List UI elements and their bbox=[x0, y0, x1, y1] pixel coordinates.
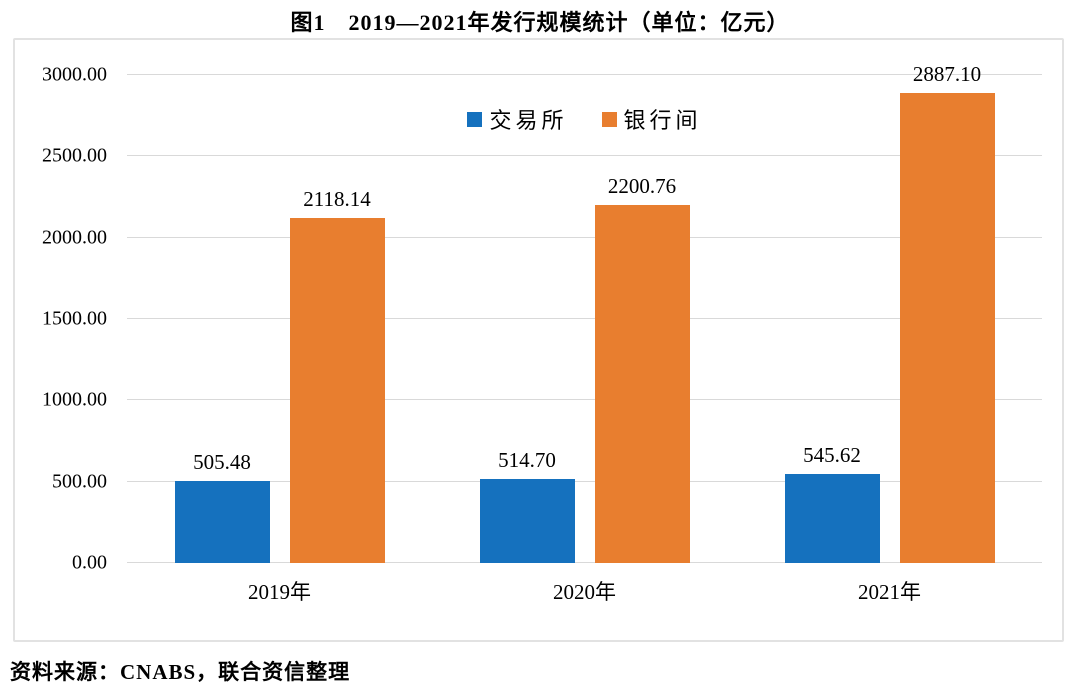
chart-title: 图1 2019—2021年发行规模统计（单位：亿元） bbox=[290, 10, 790, 35]
gridline bbox=[127, 155, 1042, 157]
gridline bbox=[127, 236, 1042, 238]
bar-column: 2887.10 bbox=[899, 62, 995, 563]
y-tick-label: 0.00 bbox=[72, 551, 107, 574]
bar-group-2021年: 545.62 2887.10 bbox=[737, 62, 1042, 563]
y-tick-label: 2000.00 bbox=[42, 226, 107, 249]
legend-swatch-interbank-icon bbox=[601, 111, 617, 127]
bar-银行间-2019年 bbox=[289, 218, 385, 563]
bar-column: 514.70 bbox=[479, 75, 575, 563]
legend-item-interbank: 银行间 bbox=[601, 103, 702, 135]
legend-item-exchange: 交易所 bbox=[467, 103, 567, 135]
bar-value-label: 505.48 bbox=[193, 449, 251, 474]
y-tick-label: 1500.00 bbox=[42, 307, 107, 330]
y-tick-label: 1000.00 bbox=[42, 388, 107, 411]
chart-legend: 交易所 银行间 bbox=[127, 103, 1042, 135]
bar-交易所-2019年 bbox=[174, 480, 270, 563]
bar-column: 545.62 bbox=[784, 75, 880, 563]
gridline bbox=[127, 318, 1042, 319]
bar-银行间-2020年 bbox=[594, 205, 690, 563]
bar-交易所-2020年 bbox=[479, 479, 575, 563]
bar-value-label: 2200.76 bbox=[607, 174, 677, 199]
x-axis: 2019年 2020年 2021年 bbox=[127, 576, 1042, 606]
bar-group-2019年: 505.48 2118.14 bbox=[127, 75, 432, 563]
plot-area: 505.48 2118.14 514.70 2200.76 545.62 2887.10 bbox=[127, 62, 1042, 563]
bar-交易所-2021年 bbox=[784, 474, 880, 563]
bar-column: 505.48 bbox=[174, 75, 270, 563]
legend-label-exchange: 交易所 bbox=[489, 108, 568, 133]
bar-value-label: 545.62 bbox=[803, 443, 861, 468]
source-note: 资料来源：CNABS，联合资信整理 bbox=[10, 660, 351, 684]
y-axis: 0.00 500.00 1000.00 1500.00 2000.00 2500.00 30… bbox=[15, 64, 107, 574]
legend-label-interbank: 银行间 bbox=[623, 108, 702, 133]
bar-银行间-2021年 bbox=[899, 93, 995, 563]
bar-value-label: 2118.14 bbox=[303, 187, 371, 212]
x-tick-label: 2019年 bbox=[248, 580, 311, 604]
bar-value-label: 2887.10 bbox=[912, 62, 982, 87]
x-tick-label: 2021年 bbox=[858, 580, 921, 604]
gridline bbox=[127, 399, 1042, 401]
y-tick-label: 3000.00 bbox=[42, 63, 107, 86]
y-tick-label: 2500.00 bbox=[42, 144, 107, 167]
gridline bbox=[127, 562, 1042, 563]
gridline bbox=[127, 74, 1042, 75]
bar-value-label: 514.70 bbox=[498, 448, 556, 473]
bar-column: 2200.76 bbox=[594, 75, 690, 563]
x-tick-label: 2020年 bbox=[553, 580, 616, 604]
y-tick-label: 500.00 bbox=[52, 470, 107, 493]
legend-swatch-exchange-icon bbox=[467, 111, 483, 127]
bar-column: 2118.14 bbox=[289, 75, 385, 563]
bar-group-2020年: 514.70 2200.76 bbox=[432, 75, 737, 563]
gridline bbox=[127, 480, 1042, 482]
chart-container: 0.00 500.00 1000.00 1500.00 2000.00 2500.00 30… bbox=[13, 38, 1064, 642]
